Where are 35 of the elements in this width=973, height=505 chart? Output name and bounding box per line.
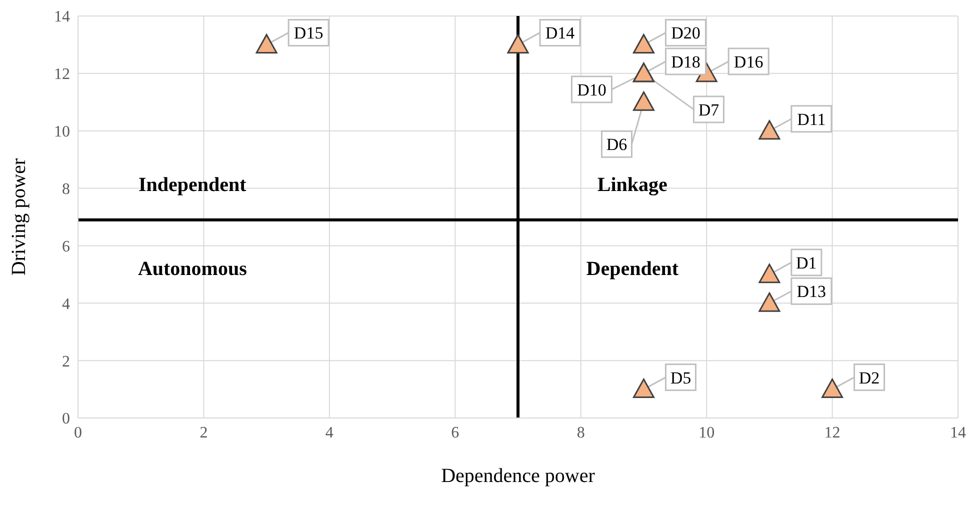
annotation: Independent xyxy=(138,174,247,196)
y-tick-label: 2 xyxy=(62,353,70,370)
text: D10 xyxy=(577,80,606,100)
y-tick-label: 8 xyxy=(62,180,70,198)
x-tick-label: 8 xyxy=(576,424,585,442)
text: D2 xyxy=(858,368,880,388)
text: D16 xyxy=(734,52,764,72)
x-tick-label: 2 xyxy=(200,424,208,442)
y-tick-label: 6 xyxy=(62,238,70,256)
x-tick-label: 12 xyxy=(824,424,840,442)
x-tick-label: 14 xyxy=(950,424,966,442)
y-tick-label: 12 xyxy=(54,66,70,84)
y-tick-label: 4 xyxy=(62,296,70,313)
text: D5 xyxy=(670,368,692,388)
text: D20 xyxy=(671,24,700,43)
annotation: Dependent xyxy=(586,258,679,280)
annotation: Linkage xyxy=(597,174,668,196)
text: D15 xyxy=(294,24,324,43)
x-axis-title: Dependence power xyxy=(441,465,596,487)
text: D1 xyxy=(796,253,817,272)
y-tick-label: 10 xyxy=(54,124,70,141)
x-tick-label: 10 xyxy=(698,424,715,442)
text: D18 xyxy=(671,52,700,72)
text: D6 xyxy=(606,135,628,154)
text: D13 xyxy=(796,282,826,302)
x-tick-label: 6 xyxy=(451,424,460,442)
text: D14 xyxy=(545,24,575,43)
y-axis-title: Driving power xyxy=(8,158,30,276)
y-tick-label: 14 xyxy=(54,8,70,26)
y-tick-label: 0 xyxy=(62,410,70,428)
annotation: Autonomous xyxy=(138,258,248,280)
x-tick-label: 0 xyxy=(74,424,82,442)
text: D7 xyxy=(698,100,720,120)
x-tick-label: 4 xyxy=(325,424,334,442)
text: D11 xyxy=(797,110,826,129)
